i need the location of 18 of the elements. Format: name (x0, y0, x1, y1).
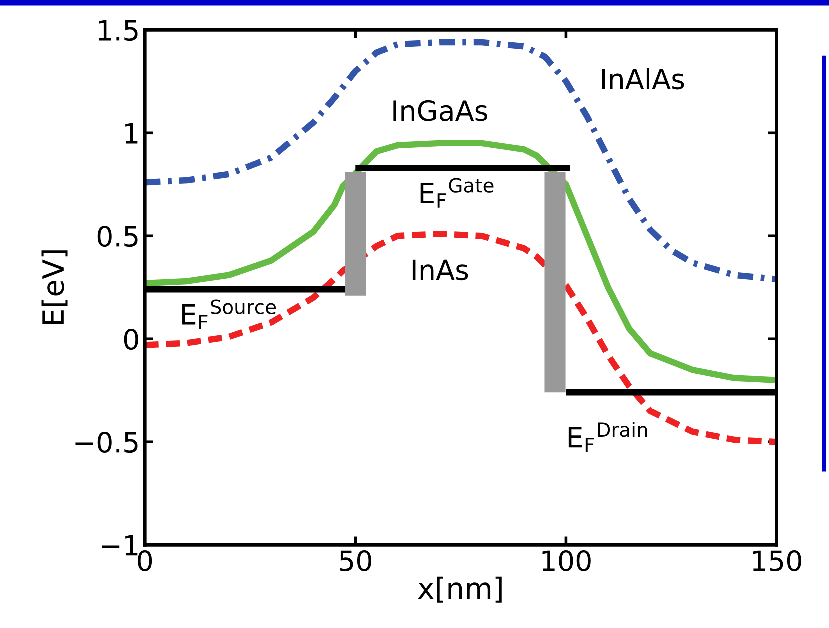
y-tick-label: −0.5 (76, 432, 138, 454)
series-label: InGaAs (394, 100, 488, 122)
x-tick-label: 0 (138, 550, 152, 572)
x-tick-label: 50 (340, 550, 372, 572)
y-tick-label: 1 (126, 123, 138, 144)
y-tick-label: 1.5 (99, 20, 138, 42)
series-label: E$_{F}$$^{Drain}$ (568, 422, 648, 452)
x-axis-title: x[nm] (418, 576, 502, 603)
x-tick-label: 100 (542, 550, 591, 572)
y-tick-label: 0 (124, 329, 138, 350)
y-axis-title: E[eV] (42, 250, 68, 324)
series-label: InAs (412, 260, 468, 281)
x-tick-label: 150 (753, 550, 802, 572)
y-tick-label: 0.5 (98, 226, 138, 248)
series-label: InAlAs (602, 68, 684, 90)
series-label: E$_{F}$$^{Gate}$ (420, 178, 494, 208)
series-label: E$_{F}$$^{Source}$ (182, 300, 276, 330)
y-tick-label: −1 (102, 535, 138, 556)
